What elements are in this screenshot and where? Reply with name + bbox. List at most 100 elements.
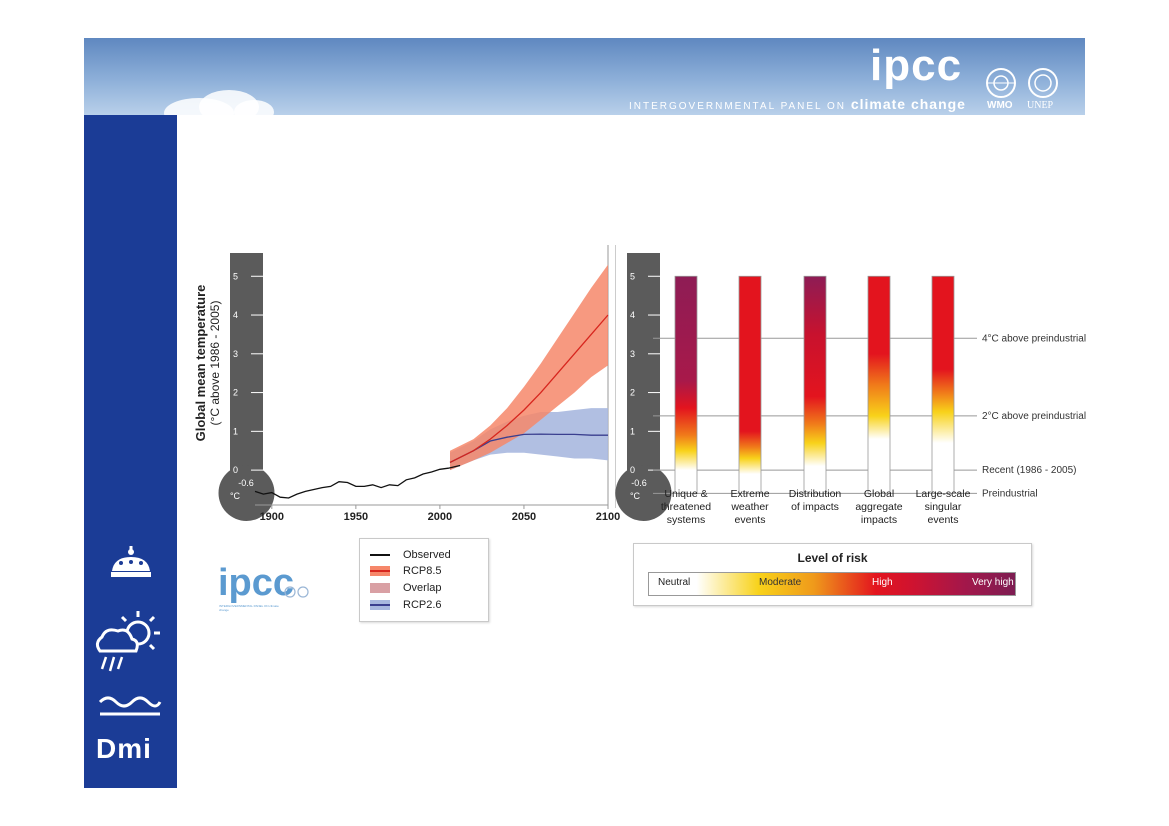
x-tick-label: 1950 (344, 511, 368, 523)
risk-label-neutral: Neutral (658, 577, 691, 588)
category-label: threatened (661, 501, 711, 513)
reference-line-label: 2°C above preindustrial (982, 411, 1086, 422)
thermometer-stem (627, 253, 660, 483)
y-axis-title-main: Global mean temperature (193, 285, 208, 442)
category-label: impacts (861, 514, 897, 526)
reference-line-label: Recent (1986 - 2005) (982, 465, 1077, 476)
header-banner: ipcc INTERGOVERNMENTAL PANEL ON climate … (84, 38, 1085, 115)
category-label: Large-scale (916, 488, 971, 500)
category-label: systems (667, 514, 706, 526)
y-tick-label: 1 (630, 426, 635, 436)
risk-chart: -0.6 °C 5 4 3 2 1 0 4°C above preindustrial 2°… (615, 245, 1086, 526)
category-label: Unique & (664, 488, 707, 500)
org-name: INTERGOVERNMENTAL PANEL ON climate chang… (629, 96, 966, 113)
category-label: events (928, 514, 959, 526)
thermometer-min-label: -0.6 (238, 478, 254, 488)
y-ticks: 5 4 3 2 1 0 (630, 271, 660, 475)
sidebar: Dmi (84, 115, 177, 788)
org-name-climate: climate change (850, 96, 966, 112)
y-tick-label: 5 (630, 271, 635, 281)
uncertainty-bands (450, 264, 608, 471)
legend-label: Overlap (403, 582, 442, 594)
temperature-chart: Global mean temperature (°C above 1986 -… (193, 245, 620, 523)
legend-label: Observed (403, 549, 451, 561)
crown-icon (111, 546, 151, 577)
y-tick-label: 2 (630, 388, 635, 398)
ipcc-logo-text: ipcc (870, 41, 963, 90)
thermometer-stem (230, 253, 263, 483)
y-axis-title: Global mean temperature (°C above 1986 -… (193, 285, 222, 442)
thermometer-min-label: -0.6 (631, 478, 647, 488)
x-ticks: 1900 1950 2000 2050 2100 (260, 505, 620, 523)
thermometer-unit: °C (630, 491, 641, 501)
risk-label-high: High (872, 577, 893, 588)
legend-swatch (370, 566, 390, 576)
x-tick-label: 2050 (512, 511, 536, 523)
risk-bar (867, 275, 891, 494)
y-tick-label: 0 (630, 465, 635, 475)
y-tick-label: 3 (630, 349, 635, 359)
risk-label-very-high: Very high (972, 577, 1014, 588)
series-lines (254, 314, 609, 499)
x-tick-label: 2000 (428, 511, 452, 523)
risk-bar (931, 275, 955, 494)
risk-legend: Level of risk Neutral Moderate High Very… (633, 543, 1032, 606)
thermometer-bulb (218, 465, 275, 521)
risk-gradient-bar (648, 572, 1016, 596)
reference-line-label: 4°C above preindustrial (982, 333, 1086, 344)
y-axis-title-sub: (°C above 1986 - 2005) (208, 301, 222, 426)
category-label: Distribution (789, 488, 842, 500)
thermometer-unit: °C (230, 491, 241, 501)
org-name-line: INTERGOVERNMENTAL PANEL ON (629, 101, 847, 112)
category-label: of impacts (791, 501, 839, 513)
rcp85-band (450, 264, 608, 471)
y-tick-label: 3 (233, 349, 238, 359)
risk-legend-title: Level of risk (797, 551, 868, 565)
x-tick-label: 2100 (596, 511, 620, 523)
y-tick-label: 4 (233, 310, 238, 320)
y-ticks: 5 4 3 2 1 0 (233, 271, 263, 475)
legend-item-overlap: Overlap (370, 580, 442, 596)
category-label: weather (730, 501, 769, 513)
category-label: events (735, 514, 766, 526)
wmo-emblem-icon (986, 68, 1016, 98)
unep-label: UNEP (1027, 100, 1054, 111)
category-label: aggregate (855, 501, 902, 513)
category-label: singular (925, 501, 962, 513)
waves-icon (98, 696, 162, 716)
observed-line (254, 464, 461, 499)
small-emblems-icon (284, 586, 309, 598)
unep-emblem-icon (1028, 68, 1058, 98)
risk-bars (674, 275, 955, 494)
risk-bar (738, 275, 762, 494)
legend-label: RCP2.6 (403, 599, 442, 611)
risk-bar (803, 275, 827, 494)
legend-swatch (370, 554, 390, 556)
y-tick-label: 5 (233, 271, 238, 281)
rcp26-band (450, 408, 608, 471)
small-ipcc-logo: ipcc (218, 562, 295, 604)
x-tick-label: 1900 (260, 511, 284, 523)
reference-line-label: Preindustrial (982, 488, 1038, 499)
weather-cloud-sun-icon (95, 611, 160, 672)
legend-item-observed: Observed (370, 547, 451, 563)
y-tick-label: 1 (233, 426, 238, 436)
legend-item-rcp26: RCP2.6 (370, 597, 442, 613)
rcp85-line (449, 314, 609, 463)
category-labels: Unique &threatenedsystemsExtremeweathere… (661, 488, 971, 526)
y-tick-label: 4 (630, 310, 635, 320)
rcp26-line (449, 433, 608, 463)
legend-item-rcp85: RCP8.5 (370, 563, 442, 579)
dmi-logo-text: Dmi (96, 733, 152, 764)
wmo-label: WMO (987, 100, 1013, 111)
category-label: Global (864, 488, 894, 500)
cloud-decoration (234, 100, 274, 115)
y-tick-label: 2 (233, 388, 238, 398)
thermometer-bulb (615, 465, 672, 521)
risk-bar (674, 275, 698, 494)
legend-swatch (370, 600, 390, 610)
legend-swatch (370, 583, 390, 593)
legend-label: RCP8.5 (403, 565, 442, 577)
temperature-legend: Observed RCP8.5 Overlap RCP2.6 (359, 538, 489, 622)
small-ipcc-subtitle: INTERGOVERNMENTAL PANEL ON climate chang… (219, 604, 279, 612)
